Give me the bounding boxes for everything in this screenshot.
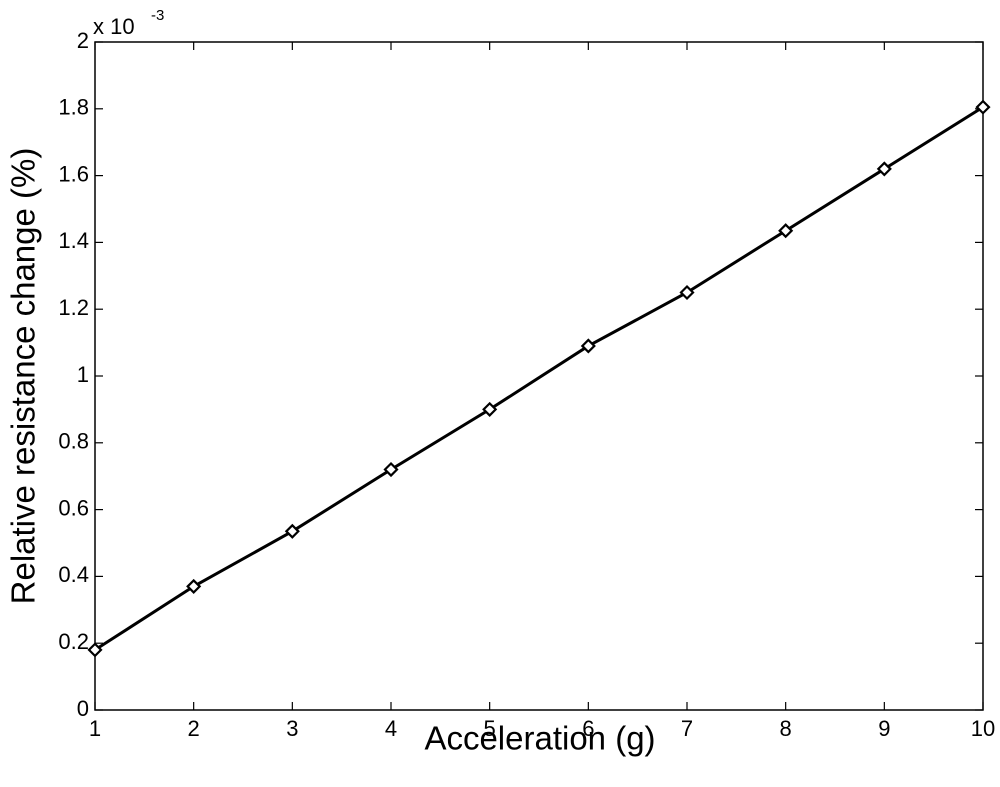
data-marker [876, 161, 892, 177]
data-marker [186, 578, 202, 594]
data-marker [679, 284, 695, 301]
y-tick-label: 0.2 [58, 629, 89, 654]
x-axis-label: Acceleration (g) [424, 720, 655, 757]
x-tick-label: 2 [188, 716, 200, 741]
y-tick-label: 2 [77, 28, 89, 53]
x-tick-label: 8 [780, 716, 792, 741]
y-axis-label: Relative resistance change (%) [5, 148, 42, 605]
data-marker [383, 461, 399, 478]
data-marker [284, 523, 300, 539]
y-exponent: -3 [151, 7, 164, 24]
y-tick-label: 0.6 [58, 495, 89, 520]
x-tick-label: 3 [286, 716, 298, 741]
x-tick-label: 10 [971, 716, 995, 741]
data-marker [87, 642, 103, 658]
y-tick-label: 1.6 [58, 161, 89, 186]
y-tick-label: 0.4 [58, 562, 89, 587]
data-marker [482, 401, 498, 417]
y-tick-label: 1 [77, 362, 89, 387]
data-line [94, 105, 984, 652]
data-marker [580, 338, 596, 354]
x-tick-label: 4 [385, 716, 397, 741]
x-tick-label: 1 [89, 716, 101, 741]
x-tick-label: 6 [582, 716, 594, 741]
y-tick-label: 1.4 [58, 228, 89, 253]
data-marker [778, 223, 794, 239]
x-tick-label: 9 [878, 716, 890, 741]
x-tick-label: 5 [484, 716, 496, 741]
x-tick-label: 7 [681, 716, 693, 741]
y-multiplier: x 10 [93, 14, 135, 39]
data-marker [975, 99, 991, 115]
y-tick-label: 1.8 [58, 95, 89, 120]
y-tick-label: 1.2 [58, 295, 89, 320]
y-tick-label: 0 [77, 696, 89, 721]
y-tick-label: 0.8 [58, 429, 89, 454]
